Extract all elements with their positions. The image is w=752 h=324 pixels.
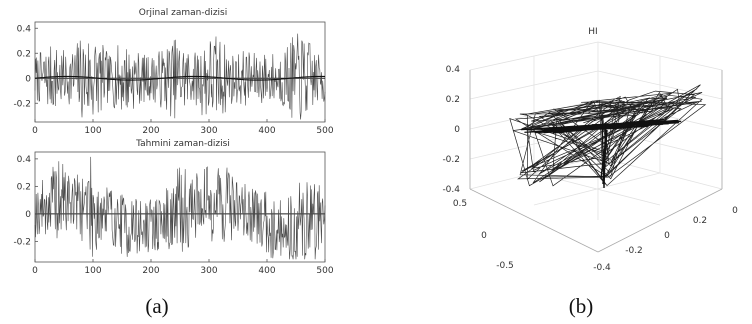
panel-b-caption: (b)	[569, 294, 594, 318]
trajectory-line	[509, 84, 707, 187]
top-subplot: Orjinal zaman-dizisi 0.4 0.2 0 -0.2 0 100 200 3…	[13, 8, 333, 136]
z-tick-label: 0	[454, 125, 460, 135]
top-subplot-title: Orjinal zaman-dizisi	[139, 8, 227, 18]
z-tick-label: -0.2	[442, 155, 460, 165]
z-tick-label: -0.4	[442, 185, 460, 195]
3d-plot-title: HI	[588, 27, 597, 37]
signal-line	[34, 156, 326, 260]
signal-line	[34, 33, 326, 120]
x-tick-label: 100	[84, 266, 101, 276]
x-tick-label: 0	[32, 266, 38, 276]
x3d-tick-label: 0	[732, 206, 738, 216]
x-tick-label: 200	[142, 266, 159, 276]
trend-line	[34, 75, 325, 81]
x3d-tick-label: -0.4	[593, 263, 611, 273]
y-tick-label: 0.4	[17, 155, 32, 165]
y-tick-label: 0.2	[17, 182, 31, 192]
z-tick-label: 0.2	[446, 95, 460, 105]
bottom-subplot-ticks: 0.4 0.2 0 -0.2 0 100 200 300 400 500	[13, 155, 333, 276]
y-tick-label: -0.2	[13, 237, 31, 247]
y3d-tick-label: 0.5	[453, 199, 467, 209]
x3d-tick-label: 0.2	[693, 216, 707, 226]
y-tick-label: 0.2	[17, 49, 31, 59]
y-tick-label: -0.2	[13, 99, 31, 109]
panel-a-caption: (a)	[145, 294, 168, 318]
x-tick-label: 500	[316, 126, 333, 136]
x3d-tick-label: -0.2	[625, 246, 643, 256]
bottom-subplot-title: Tahmini zaman-dizisi	[135, 139, 230, 149]
y3d-tick-label: -0.5	[496, 261, 514, 271]
x-tick-label: 400	[258, 266, 275, 276]
trajectory-spike	[600, 117, 608, 189]
y-tick-label: 0	[25, 74, 31, 84]
x3d-tick-label: 0	[664, 231, 670, 241]
z-tick-label: 0.4	[446, 65, 461, 75]
y3d-tick-label: 0	[481, 231, 487, 241]
top-subplot-ticks: 0.4 0.2 0 -0.2 0 100 200 300 400 500	[13, 24, 333, 136]
top-subplot-series	[34, 33, 326, 120]
bottom-subplot-series	[34, 156, 326, 260]
x-tick-label: 0	[32, 126, 38, 136]
x-tick-label: 400	[258, 126, 275, 136]
x-tick-label: 300	[200, 126, 217, 136]
x-tick-label: 100	[84, 126, 101, 136]
x-tick-label: 200	[142, 126, 159, 136]
3d-ticks: 0.4 0.2 0 -0.2 -0.4 0.5 0 -0.5 -0.4 -0.2 0 0.2 0	[442, 65, 738, 273]
bottom-subplot: Tahmini zaman-dizisi 0.4 0.2 0 -0.2 0 100 200 3…	[13, 139, 333, 276]
3d-plot: HI	[442, 27, 738, 273]
y-tick-label: 0.4	[17, 24, 32, 34]
x-tick-label: 500	[316, 266, 333, 276]
y-tick-label: 0	[25, 210, 31, 220]
3d-box	[469, 70, 723, 253]
3d-trajectory	[509, 84, 707, 189]
x-tick-label: 300	[200, 266, 217, 276]
